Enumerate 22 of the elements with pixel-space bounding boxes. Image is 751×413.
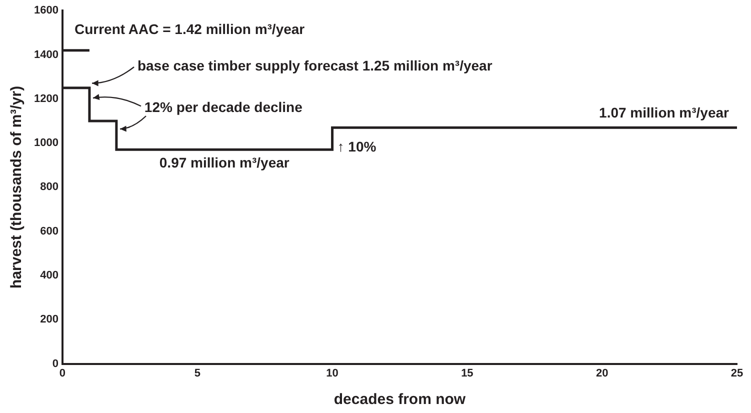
y-tick-label: 1200 <box>34 92 58 105</box>
x-tick-label: 5 <box>194 367 200 380</box>
x-tick-label: 15 <box>461 367 474 380</box>
y-tick-label: 600 <box>40 225 58 238</box>
annotation: 1.07 million m³/year <box>599 104 730 120</box>
annotation: base case timber supply forecast 1.25 million m³/year <box>137 57 493 74</box>
x-tick-label: 20 <box>596 367 608 380</box>
y-tick-label: 400 <box>40 270 58 282</box>
annotation: ↑ 10% <box>337 138 377 154</box>
x-axis-title: decades from now <box>334 391 466 408</box>
y-axis-title: harvest (thousands of m³/yr) <box>8 86 26 288</box>
annotation: 12% per decade decline <box>144 98 303 115</box>
y-tick-label: 200 <box>40 314 58 326</box>
y-tick-label: 800 <box>40 181 58 194</box>
y-tick-label: 1000 <box>34 137 58 150</box>
y-tick-label: 0 <box>52 358 58 370</box>
y-tick-label: 1400 <box>34 48 58 61</box>
annotation: 0.97 million m³/year <box>159 154 290 171</box>
x-tick-label: 10 <box>326 367 338 380</box>
y-tick-label: 1600 <box>34 4 58 17</box>
annotation: Current AAC = 1.42 million m³/year <box>74 21 306 38</box>
x-tick-label: 25 <box>730 367 744 380</box>
